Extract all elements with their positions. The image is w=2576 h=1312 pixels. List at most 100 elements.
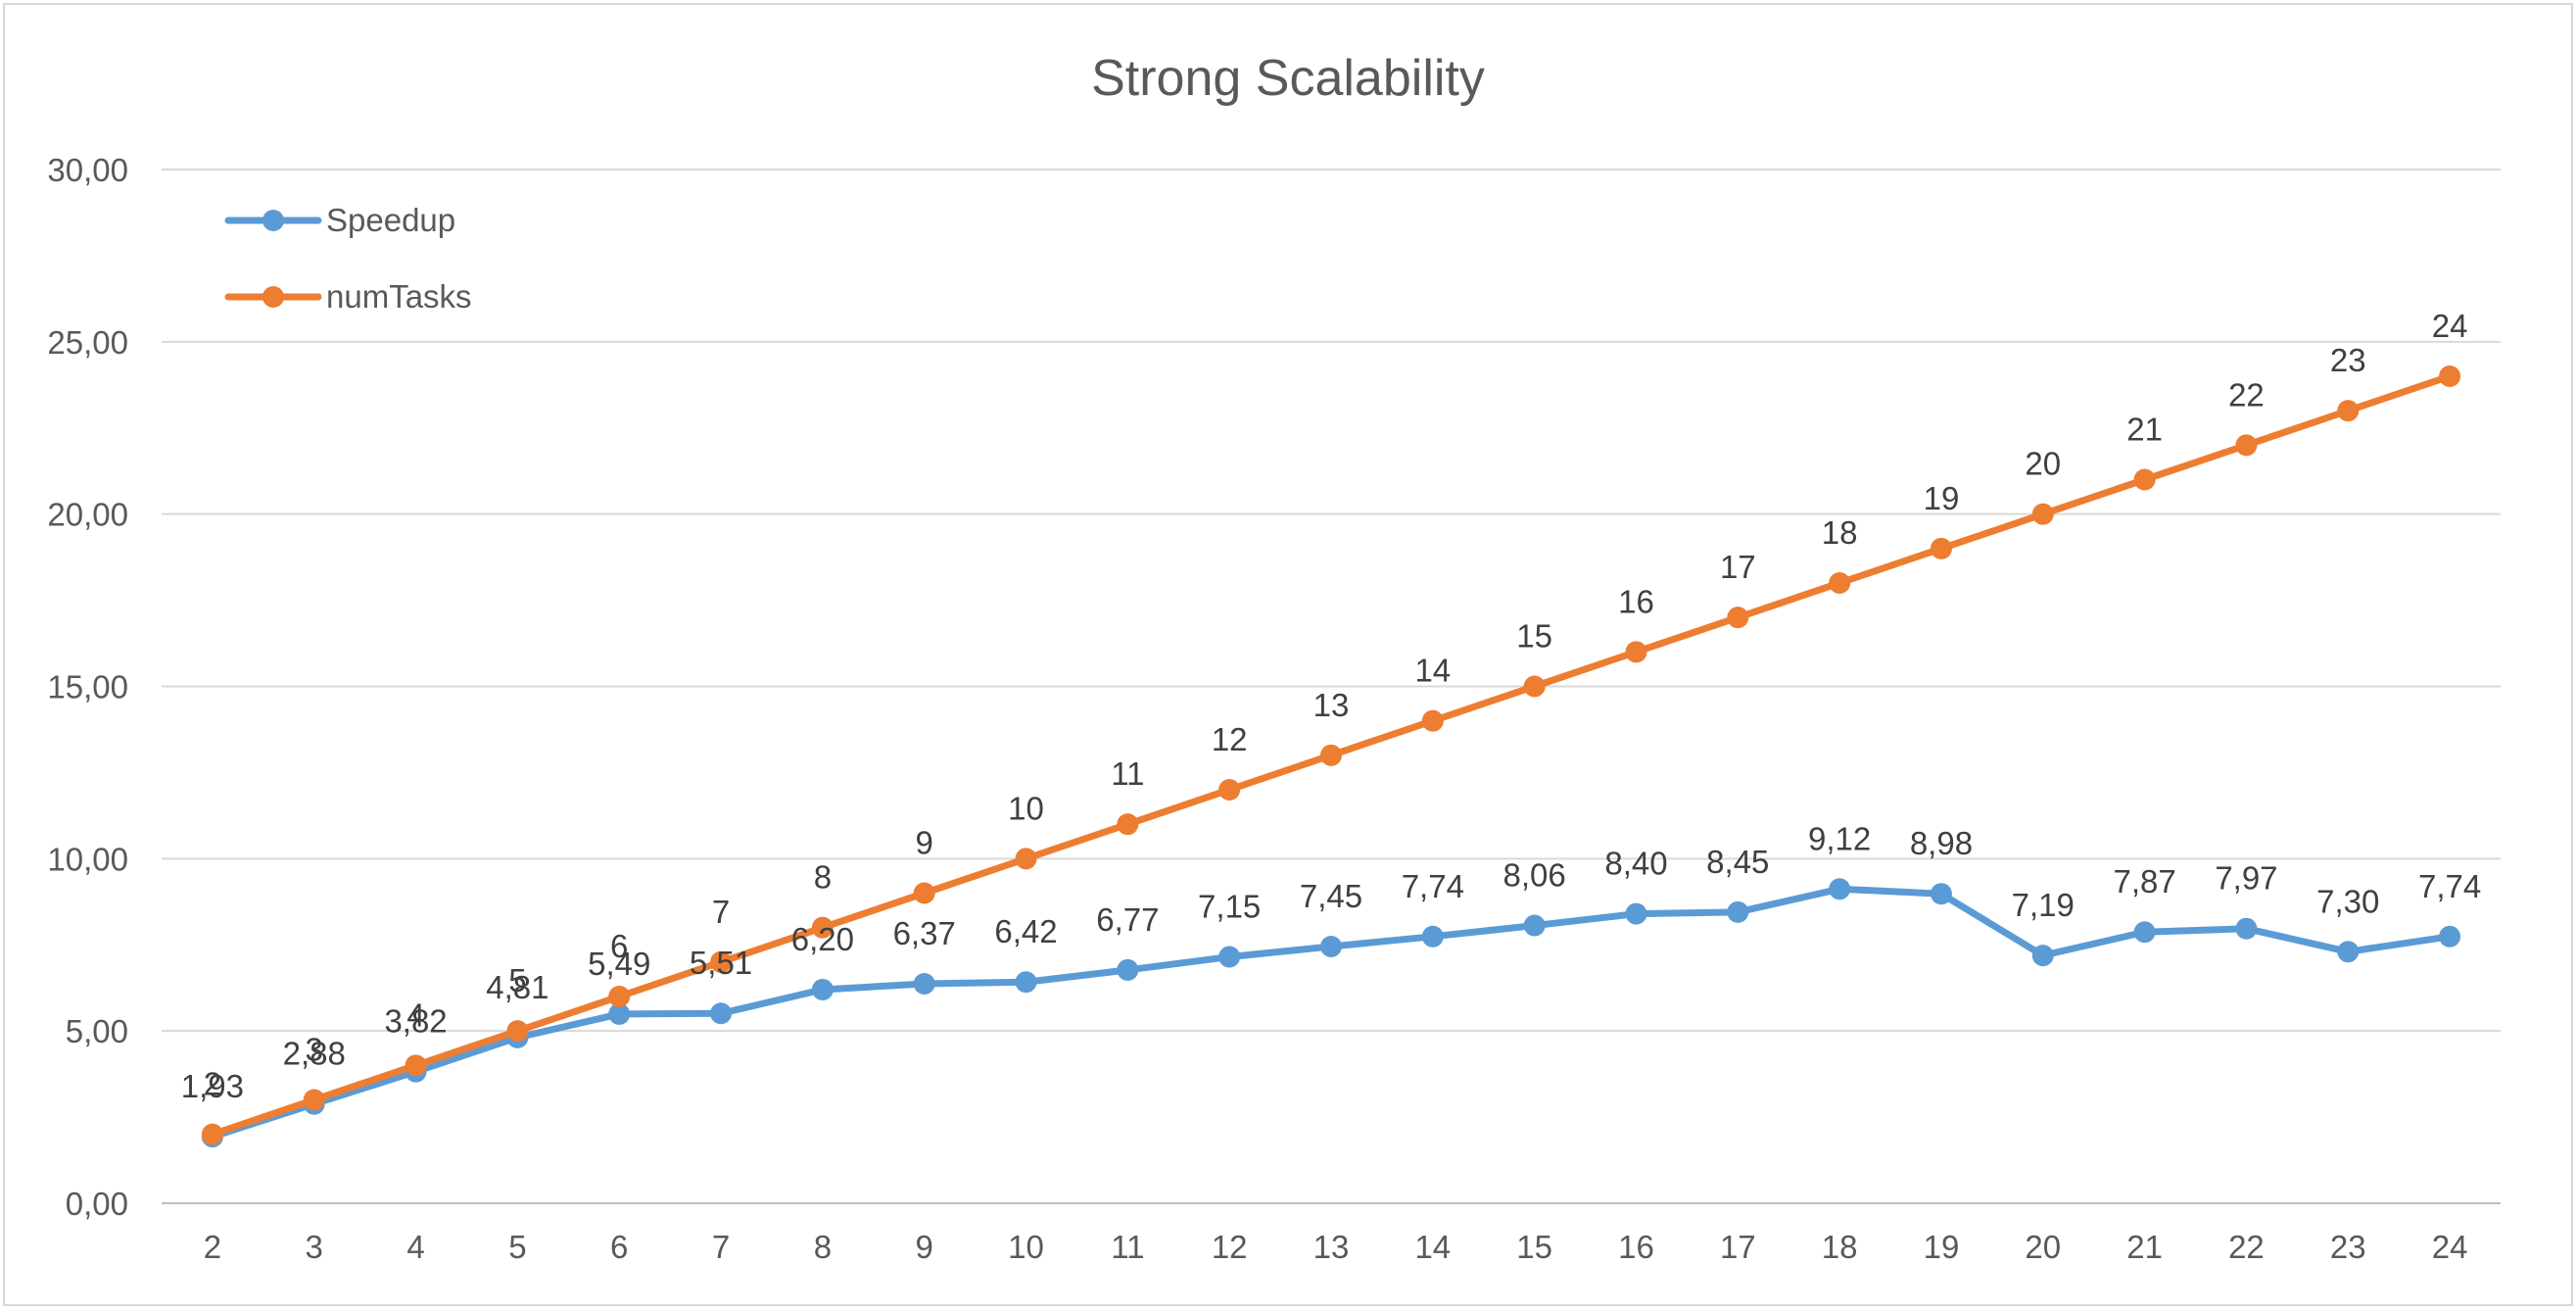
data-label: 7,30 <box>2316 883 2379 919</box>
data-point <box>1625 902 1647 925</box>
data-point <box>811 978 834 1000</box>
legend-marker <box>262 210 284 231</box>
data-point <box>1727 607 1749 629</box>
data-point <box>1117 813 1139 836</box>
x-tick-label: 18 <box>1822 1229 1858 1265</box>
x-tick-label: 21 <box>2126 1229 2163 1265</box>
data-point <box>201 1123 223 1145</box>
data-point <box>2133 468 2156 491</box>
data-point <box>1727 900 1749 923</box>
data-label: 5,49 <box>588 946 650 982</box>
data-point <box>1829 878 1851 900</box>
y-tick-label: 10,00 <box>47 841 128 877</box>
data-label: 8,98 <box>1910 825 1973 861</box>
data-point <box>2133 921 2156 944</box>
legend-marker <box>262 286 284 308</box>
data-label: 18 <box>1822 514 1858 551</box>
data-label: 6,20 <box>791 921 854 957</box>
data-point <box>1829 572 1851 594</box>
y-tick-label: 30,00 <box>47 152 128 188</box>
x-tick-label: 16 <box>1618 1229 1654 1265</box>
legend[interactable]: Speedup numTasks <box>224 202 472 315</box>
data-point <box>1930 883 1952 905</box>
data-label: 7,19 <box>2012 887 2075 923</box>
legend-label: numTasks <box>326 278 472 315</box>
data-point <box>2235 434 2258 457</box>
data-label: 3 <box>306 1032 323 1068</box>
data-label: 10 <box>1008 790 1044 826</box>
x-tick-label: 17 <box>1720 1229 1756 1265</box>
data-point <box>405 1054 427 1077</box>
data-label: 7 <box>712 894 730 930</box>
x-tick-label: 24 <box>2432 1229 2468 1265</box>
x-tick-label: 15 <box>1516 1229 1552 1265</box>
data-label: 9 <box>916 825 933 861</box>
data-label: 20 <box>2025 446 2061 482</box>
data-label: 7,74 <box>1402 868 1464 904</box>
data-point <box>1625 641 1647 663</box>
y-tick-label: 5,00 <box>66 1013 128 1049</box>
x-tick-label: 20 <box>2025 1229 2061 1265</box>
data-label: 5,51 <box>690 945 752 981</box>
data-label: 1,93 <box>181 1068 244 1104</box>
data-point <box>1421 925 1444 948</box>
x-tick-label: 14 <box>1414 1229 1451 1265</box>
data-point <box>2031 945 2054 967</box>
chart-title: Strong Scalability <box>1091 50 1485 107</box>
data-point <box>1523 675 1546 698</box>
data-label: 2,88 <box>283 1036 346 1072</box>
data-point <box>2439 925 2461 948</box>
data-point <box>1218 946 1241 968</box>
data-point <box>811 916 834 939</box>
x-tick-label: 10 <box>1008 1229 1044 1265</box>
x-tick-label: 3 <box>306 1229 323 1265</box>
data-point <box>1320 936 1342 958</box>
data-point <box>2235 917 2258 940</box>
data-point <box>506 1020 529 1043</box>
data-label: 15 <box>1516 618 1552 655</box>
data-point <box>1117 958 1139 981</box>
data-labels: 1,93 2,88 3,82 4,81 5,49 5,51 6,20 6,37 6,42 6,77… <box>181 308 2481 1104</box>
data-label: 16 <box>1618 583 1654 619</box>
data-label: 6,37 <box>893 915 956 951</box>
data-label: 14 <box>1414 653 1451 689</box>
data-point <box>2337 400 2360 422</box>
data-label: 8,06 <box>1503 857 1566 894</box>
data-label: 22 <box>2228 376 2265 413</box>
data-label: 21 <box>2126 412 2163 448</box>
chart-container: Strong Scalability 0,00 5,00 10,00 15,00 20,… <box>3 3 2573 1306</box>
data-label: 7,15 <box>1198 889 1261 925</box>
x-tick-label: 2 <box>204 1229 221 1265</box>
data-label: 7,87 <box>2113 863 2175 899</box>
x-tick-label: 9 <box>916 1229 933 1265</box>
data-point <box>608 1002 631 1025</box>
data-label: 8,40 <box>1604 846 1667 882</box>
data-label: 13 <box>1313 687 1350 723</box>
data-point <box>2031 503 2054 525</box>
x-tick-label: 4 <box>406 1229 424 1265</box>
data-label: 8 <box>814 859 832 896</box>
y-axis: 0,00 5,00 10,00 15,00 20,00 25,00 30,00 <box>47 152 128 1222</box>
data-label: 12 <box>1212 721 1248 757</box>
series-layer <box>201 365 2461 1148</box>
data-label: 7,45 <box>1300 878 1362 914</box>
legend-item[interactable]: Speedup <box>224 202 455 238</box>
legend-label: Speedup <box>326 202 455 238</box>
data-label: 23 <box>2330 342 2366 378</box>
data-label: 6,42 <box>994 913 1057 949</box>
data-label: 4,81 <box>486 969 549 1005</box>
data-point <box>710 1002 733 1025</box>
data-label: 3,82 <box>384 1003 447 1040</box>
x-axis: 2 3 4 5 6 7 8 9 10 11 12 13 14 15 16 17 18 19 20 21 22 23 24 <box>204 1229 2468 1265</box>
y-tick-label: 25,00 <box>47 324 128 361</box>
data-point <box>1320 744 1342 766</box>
data-point <box>2439 365 2461 387</box>
x-tick-label: 13 <box>1313 1229 1350 1265</box>
data-label: 4 <box>406 996 424 1033</box>
legend-item[interactable]: numTasks <box>224 278 472 315</box>
data-point <box>913 882 935 904</box>
data-label: 6 <box>610 928 628 964</box>
x-tick-label: 11 <box>1111 1229 1144 1265</box>
data-label: 8,45 <box>1706 844 1769 880</box>
x-tick-label: 5 <box>508 1229 526 1265</box>
